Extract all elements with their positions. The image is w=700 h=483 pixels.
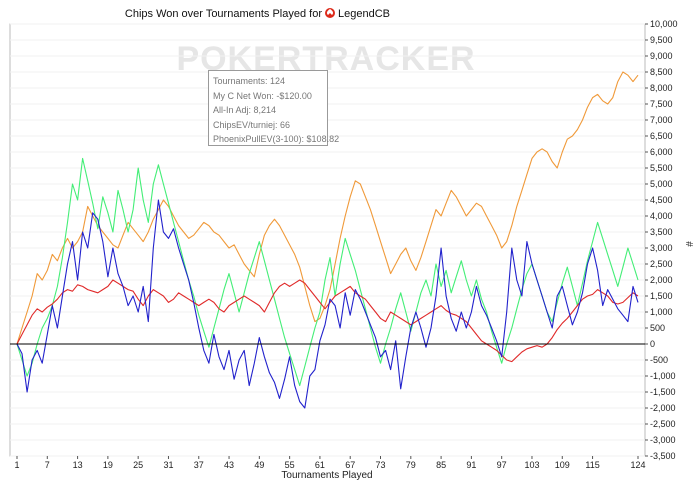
x-tick-label: 91 <box>466 460 476 470</box>
y-tick-label: 10,000 <box>650 19 678 29</box>
y-tick-label: 4,000 <box>650 211 673 221</box>
series-layer <box>10 71 645 409</box>
y-tick-label: 4,500 <box>650 195 673 205</box>
tooltip-line: All-In Adj: 8,214 <box>213 105 277 115</box>
series-line-blue <box>16 199 639 409</box>
x-tick-label: 97 <box>497 460 507 470</box>
x-tick-label: 61 <box>315 460 325 470</box>
y-tick-label: 7,000 <box>650 115 673 125</box>
y-axis: -3,500 -3,000 -2,500 -2,000 -1,500 -1,000 -500… <box>645 19 678 461</box>
y-tick-label: -3,000 <box>650 435 676 445</box>
x-tick-label: 115 <box>585 460 599 470</box>
y-tick-label: 6,500 <box>650 131 673 141</box>
y-tick-label: 5,500 <box>650 163 673 173</box>
x-tick-label: 73 <box>376 460 386 470</box>
x-tick-label: 25 <box>133 460 143 470</box>
y-tick-label: -1,500 <box>650 387 676 397</box>
x-tick-label: 7 <box>45 460 50 470</box>
y-tick-label: 1,500 <box>650 291 673 301</box>
y-tick-label: 9,500 <box>650 35 673 45</box>
plot-area <box>9 23 646 457</box>
tooltip-line: PhoenixPullEV(3-100): $108.82 <box>213 134 340 144</box>
x-tick-label: 37 <box>194 460 204 470</box>
y-tick-label: -500 <box>650 355 668 365</box>
y-tick-label: -3,500 <box>650 451 676 461</box>
y-tick-label: 1,000 <box>650 307 673 317</box>
x-tick-label: 49 <box>254 460 264 470</box>
player-name: LegendCB <box>338 8 390 20</box>
y-tick-label: 500 <box>650 323 665 333</box>
x-axis: 1 7 13 19 25 31 37 43 49 55 61 67 73 79 85 91 97 103 109 11… <box>14 456 646 470</box>
y-tick-label: 7,500 <box>650 99 673 109</box>
series-line-orange <box>16 71 639 345</box>
x-tick-label: 31 <box>163 460 173 470</box>
y-tick-label: 2,500 <box>650 259 673 269</box>
chart-title: Chips Won over Tournaments Played for <box>125 8 322 20</box>
y-tick-label: 9,000 <box>650 51 673 61</box>
x-tick-label: 85 <box>436 460 446 470</box>
x-tick-label: 13 <box>73 460 83 470</box>
y-axis-title: # <box>683 241 694 247</box>
y-tick-label: 2,000 <box>650 275 673 285</box>
y-tick-label: 5,000 <box>650 179 673 189</box>
tooltip-line: ChipsEV/turniej: 66 <box>213 119 291 130</box>
y-tick-label: 3,000 <box>650 243 673 253</box>
spade-logo-icon <box>325 8 335 18</box>
tooltip-line: My C Net Won: -$120.00 <box>213 90 312 101</box>
x-tick-label: 67 <box>345 460 355 470</box>
x-tick-label: 109 <box>555 460 570 470</box>
y-tick-label: -2,000 <box>650 403 676 413</box>
y-tick-label: -1,000 <box>650 371 676 381</box>
tooltip-line: Tournaments: 124 <box>213 76 286 86</box>
x-tick-label: 79 <box>406 460 416 470</box>
x-tick-label: 55 <box>285 460 295 470</box>
series-line-red <box>16 279 639 363</box>
x-tick-label: 19 <box>103 460 113 470</box>
x-tick-label: 43 <box>224 460 234 470</box>
y-tick-label: -2,500 <box>650 419 676 429</box>
y-tick-label: 0 <box>650 339 655 349</box>
stats-tooltip: Tournaments: 124 My C Net Won: -$120.00 … <box>208 70 340 146</box>
x-axis-title: Tournaments Played <box>281 470 372 481</box>
x-tick-label: 103 <box>524 460 539 470</box>
x-tick-label: 1 <box>14 460 19 470</box>
y-tick-label: 3,500 <box>650 227 673 237</box>
y-tick-label: 8,000 <box>650 83 673 93</box>
y-tick-label: 8,500 <box>650 67 673 77</box>
x-tick-label: 124 <box>630 460 645 470</box>
y-tick-label: 6,000 <box>650 147 673 157</box>
